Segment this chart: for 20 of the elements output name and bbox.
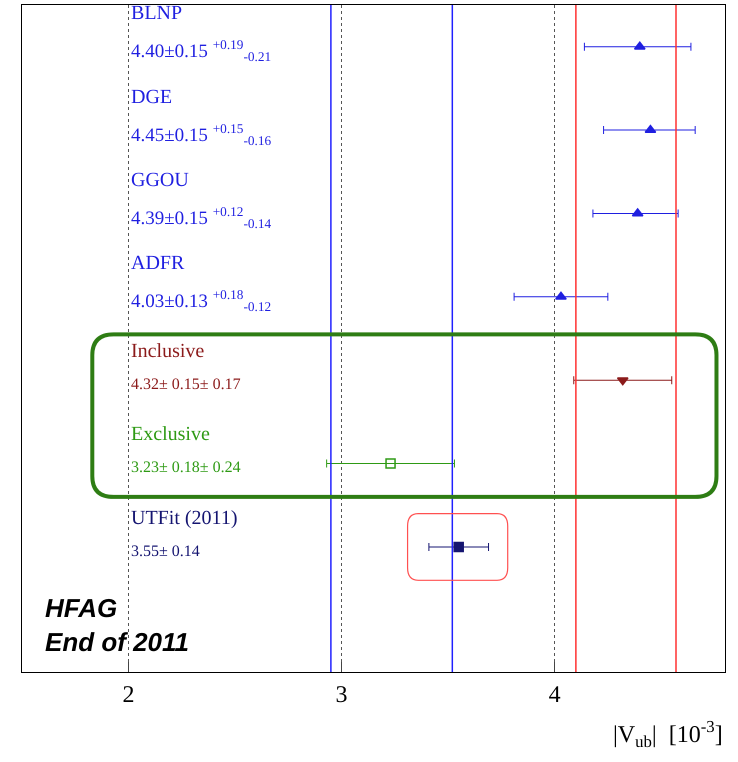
annotation: 3.55± 0.14 xyxy=(131,543,200,560)
x-tick-label: 4 xyxy=(548,682,561,708)
point xyxy=(634,41,646,50)
x-tick-label: 2 xyxy=(122,682,135,708)
annotation: HFAG End of 2011 xyxy=(45,593,190,657)
x-axis-title: |V$_{ub}$| [10$^{-3}$] xyxy=(613,717,723,752)
point xyxy=(644,124,656,134)
point xyxy=(385,458,396,469)
annotation: 3.23± 0.18± 0.24 xyxy=(131,459,241,476)
y-tick-label: Inclusive xyxy=(131,340,204,362)
y-tick-label: ADFR xyxy=(131,252,186,274)
y-tick-label: Exclusive xyxy=(131,423,210,445)
y-tick-label: DGE xyxy=(131,86,172,108)
y-tick-label: BLNP xyxy=(131,2,182,24)
point xyxy=(453,542,464,552)
x-tick-label: 3 xyxy=(336,682,348,708)
point xyxy=(555,292,567,300)
annotation: 4.32± 0.15± 0.17 xyxy=(131,376,241,393)
y-tick-label: GGOU xyxy=(131,169,190,191)
y-tick-label: UTFit (2011) xyxy=(131,507,238,529)
